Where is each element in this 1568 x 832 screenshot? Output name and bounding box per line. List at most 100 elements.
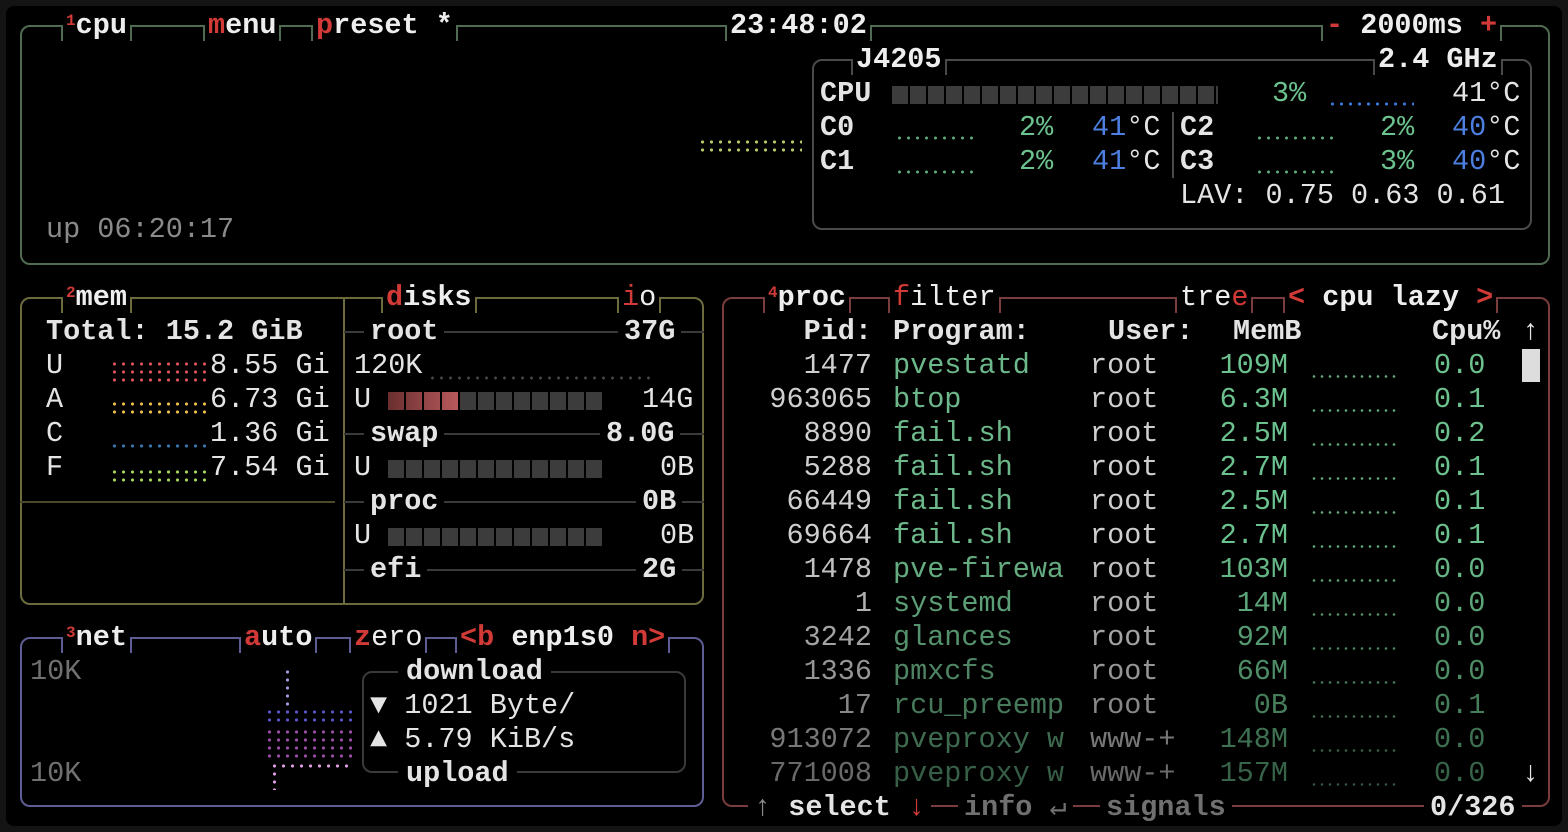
process-program: pvestatd	[893, 349, 1030, 382]
column-header-user[interactable]: User:	[1108, 315, 1194, 348]
process-program: fail.sh	[893, 451, 1013, 484]
process-pid: 1477	[803, 349, 872, 382]
process-user: root	[1090, 485, 1159, 518]
proc-filter-button[interactable]: filter	[883, 281, 1006, 315]
process-program: fail.sh	[893, 417, 1013, 450]
scroll-up-icon[interactable]: ↑	[1522, 315, 1540, 348]
disk-name: root	[364, 315, 445, 349]
core-label: C1	[820, 145, 855, 178]
net-download-graph	[265, 708, 353, 724]
uptime: up 06:20:17	[46, 213, 235, 246]
auto-label: uto	[261, 621, 313, 654]
process-program: pve-firewa	[893, 553, 1065, 586]
select-control[interactable]: ↑ select ↓	[748, 791, 932, 825]
process-pid: 1336	[803, 655, 872, 688]
disk-efi-line	[344, 569, 704, 571]
net-auto-toggle[interactable]: auto	[234, 621, 323, 655]
cpu-total-graph	[1328, 100, 1414, 108]
core-temp-unit: °C	[1486, 111, 1521, 144]
prev-interface-button[interactable]: <b	[460, 621, 495, 654]
disk-used-label: U	[354, 383, 372, 416]
scroll-down-icon[interactable]: ↓	[1522, 757, 1540, 790]
cpu-title[interactable]: 1cpu	[56, 9, 137, 43]
core-temp: 40°C	[1452, 111, 1520, 145]
process-cpu-graph	[1310, 441, 1396, 448]
column-header-program[interactable]: Program:	[893, 315, 1030, 348]
mem-row-label: A	[46, 383, 64, 416]
interface-name: enp1s0	[511, 621, 614, 654]
mem-title[interactable]: 2mem	[56, 281, 137, 315]
disk-size: 37G	[618, 315, 682, 349]
disks-title[interactable]: disks	[376, 281, 482, 315]
proc-title[interactable]: 4proc	[758, 281, 857, 315]
process-user: www-+	[1090, 757, 1176, 790]
mem-divider	[20, 501, 335, 503]
tree-hotkey: e	[1231, 281, 1249, 314]
core-temp: 41°C	[1092, 145, 1160, 179]
disks-hotkey: d	[386, 281, 404, 314]
process-user: root	[1090, 519, 1159, 552]
disk-used-value: 0B	[660, 519, 695, 552]
sort-prev-button[interactable]: <	[1288, 281, 1306, 314]
download-rate-value: 1021 Byte/	[404, 689, 576, 722]
column-header-mem[interactable]: MemB	[1233, 315, 1302, 348]
cpu-frequency: 2.4 GHz	[1368, 43, 1508, 77]
process-mem: 92M	[1236, 621, 1288, 654]
select-label: select	[788, 791, 891, 824]
core-temp-unit: °C	[1126, 145, 1161, 178]
process-mem: 109M	[1219, 349, 1288, 382]
core-graph	[1255, 134, 1337, 142]
core-temp-value: 41	[1092, 145, 1127, 178]
net-upload-graph	[270, 770, 278, 790]
net-zero-button[interactable]: zero	[344, 621, 433, 655]
net-title[interactable]: 3net	[56, 621, 137, 655]
signals-button[interactable]: signals	[1100, 791, 1232, 825]
process-mem: 2.5M	[1219, 417, 1288, 450]
filter-label: ilter	[910, 281, 996, 314]
process-pid: 5288	[803, 451, 872, 484]
process-user: root	[1090, 655, 1159, 688]
net-upload-graph	[265, 728, 353, 760]
net-title-label: net	[75, 621, 127, 654]
io-toggle[interactable]: io	[612, 281, 667, 315]
upload-rate-value: 5.79 KiB/s	[404, 723, 576, 756]
proc-tree-toggle[interactable]: tree	[1170, 281, 1259, 315]
filter-hotkey: f	[893, 281, 911, 314]
interval-increase-button[interactable]: +	[1479, 9, 1498, 42]
proc-sort-selector[interactable]: < cpu lazy >	[1278, 281, 1504, 315]
column-header-cpu[interactable]: Cpu%	[1432, 315, 1501, 348]
mem-available-graph	[110, 400, 208, 416]
disk-size: 8.0G	[600, 417, 681, 451]
column-header-pid[interactable]: Pid:	[803, 315, 872, 348]
preset-hotkey: p	[316, 9, 334, 42]
process-user: root	[1090, 451, 1159, 484]
zero-hotkey: z	[354, 621, 372, 654]
interval-decrease-button[interactable]: -	[1326, 9, 1344, 42]
load-average-label: LAV:	[1180, 179, 1249, 212]
process-user: www-+	[1090, 723, 1176, 756]
update-interval[interactable]: - 2000ms +	[1316, 9, 1508, 43]
process-cpu-graph	[1310, 747, 1396, 754]
mem-free-graph	[110, 468, 208, 484]
preset-button[interactable]: preset *	[306, 9, 463, 43]
info-button[interactable]: info ↵	[958, 791, 1073, 825]
process-pid: 17	[837, 689, 872, 722]
load-average: LAV: 0.75 0.63 0.61	[1180, 179, 1505, 213]
net-box-number: 3	[66, 624, 76, 642]
process-cpu-graph	[1310, 475, 1396, 482]
process-pid: 3242	[803, 621, 872, 654]
preset-label: reset *	[333, 9, 453, 42]
process-cpu-graph	[1310, 509, 1396, 516]
sort-next-button[interactable]: >	[1476, 281, 1494, 314]
menu-button[interactable]: menu	[198, 9, 287, 43]
proc-box-number: 4	[768, 284, 778, 302]
process-cpu-graph	[1310, 781, 1396, 788]
core-divider	[1172, 112, 1174, 178]
next-interface-button[interactable]: n>	[631, 621, 666, 654]
mem-row-label: F	[46, 451, 64, 484]
scrollbar-thumb[interactable]	[1522, 349, 1540, 382]
disks-label: isks	[403, 281, 472, 314]
net-interface-selector[interactable]: <b enp1s0 n>	[450, 621, 676, 655]
process-cpu: 0.0	[1434, 757, 1486, 790]
cpu-total-meter	[892, 86, 1218, 104]
